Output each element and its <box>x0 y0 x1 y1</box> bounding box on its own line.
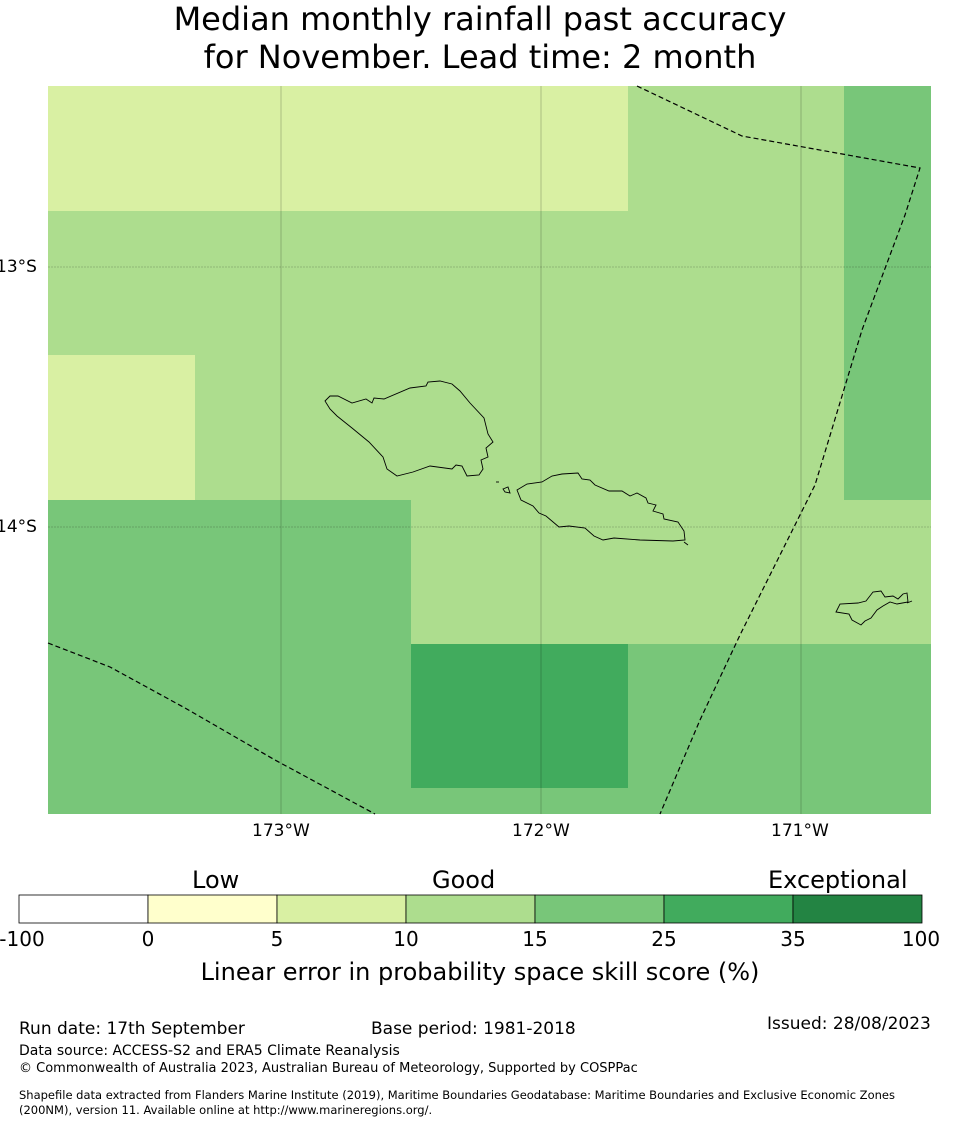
category-low: Low <box>192 866 240 894</box>
map-title: Median monthly rainfall past accuracy fo… <box>0 0 960 76</box>
islands <box>324 380 913 626</box>
aunuu-islet <box>906 600 913 604</box>
copyright: © Commonwealth of Australia 2023, Austra… <box>19 1061 638 1076</box>
upolu-east-tip <box>683 541 689 546</box>
colorbar-tick: 10 <box>393 927 419 951</box>
skill-cell-southwest <box>48 500 411 814</box>
colorbar-segment-6 <box>792 894 923 924</box>
tutuila-island <box>835 590 909 626</box>
run-date: Run date: 17th September <box>19 1019 245 1039</box>
upolu-island <box>516 472 686 542</box>
colorbar-segment-5 <box>663 894 794 924</box>
savaii-island <box>324 380 494 477</box>
colorbar-segment-3 <box>405 894 536 924</box>
title-line-2: for November. Lead time: 2 month <box>203 38 757 76</box>
category-good: Good <box>432 866 496 894</box>
data-source: Data source: ACCESS-S2 and ERA5 Climate … <box>19 1043 400 1059</box>
colorbar-segment-0 <box>18 894 149 924</box>
colorbar-segment-2 <box>276 894 407 924</box>
colorbar-label: Linear error in probability space skill … <box>200 958 760 986</box>
gridlines <box>48 86 931 814</box>
colorbar-tick: 5 <box>270 927 284 951</box>
manono-islet <box>502 486 511 494</box>
issued-date: Issued: 28/08/2023 <box>767 1014 931 1034</box>
colorbar-tick: 35 <box>780 927 806 951</box>
title-line-1: Median monthly rainfall past accuracy <box>173 0 787 38</box>
maritime-boundaries <box>47 85 921 815</box>
colorbar-tick: 25 <box>651 927 677 951</box>
colorbar-segment-1 <box>147 894 278 924</box>
colorbar-tick: -100 <box>0 927 45 951</box>
eez-boundary-southwest <box>47 642 376 815</box>
base-period: Base period: 1981-2018 <box>371 1019 576 1039</box>
colorbar-tick: 15 <box>522 927 548 951</box>
lat-label-14s: 14°S <box>0 517 37 537</box>
lon-label-172w: 172°W <box>512 821 570 841</box>
lon-label-171w: 171°W <box>771 821 829 841</box>
lon-label-173w: 173°W <box>252 821 310 841</box>
shapefile-credit-line-1: Shapefile data extracted from Flanders M… <box>19 1088 895 1102</box>
skill-cell-top-left <box>48 86 628 211</box>
colorbar-tick: 100 <box>901 927 941 951</box>
colorbar-segment-4 <box>534 894 665 924</box>
lat-label-13s: 13°S <box>0 257 37 277</box>
skill-cell-south-center <box>411 644 628 788</box>
shapefile-credit-line-2: (200NM), version 11. Available online at… <box>19 1103 433 1117</box>
skill-cell-east <box>844 86 931 500</box>
category-exceptional: Exceptional <box>768 866 908 894</box>
skill-cell-west <box>48 355 195 500</box>
colorbar <box>18 894 923 924</box>
colorbar-tick: 0 <box>141 927 155 951</box>
